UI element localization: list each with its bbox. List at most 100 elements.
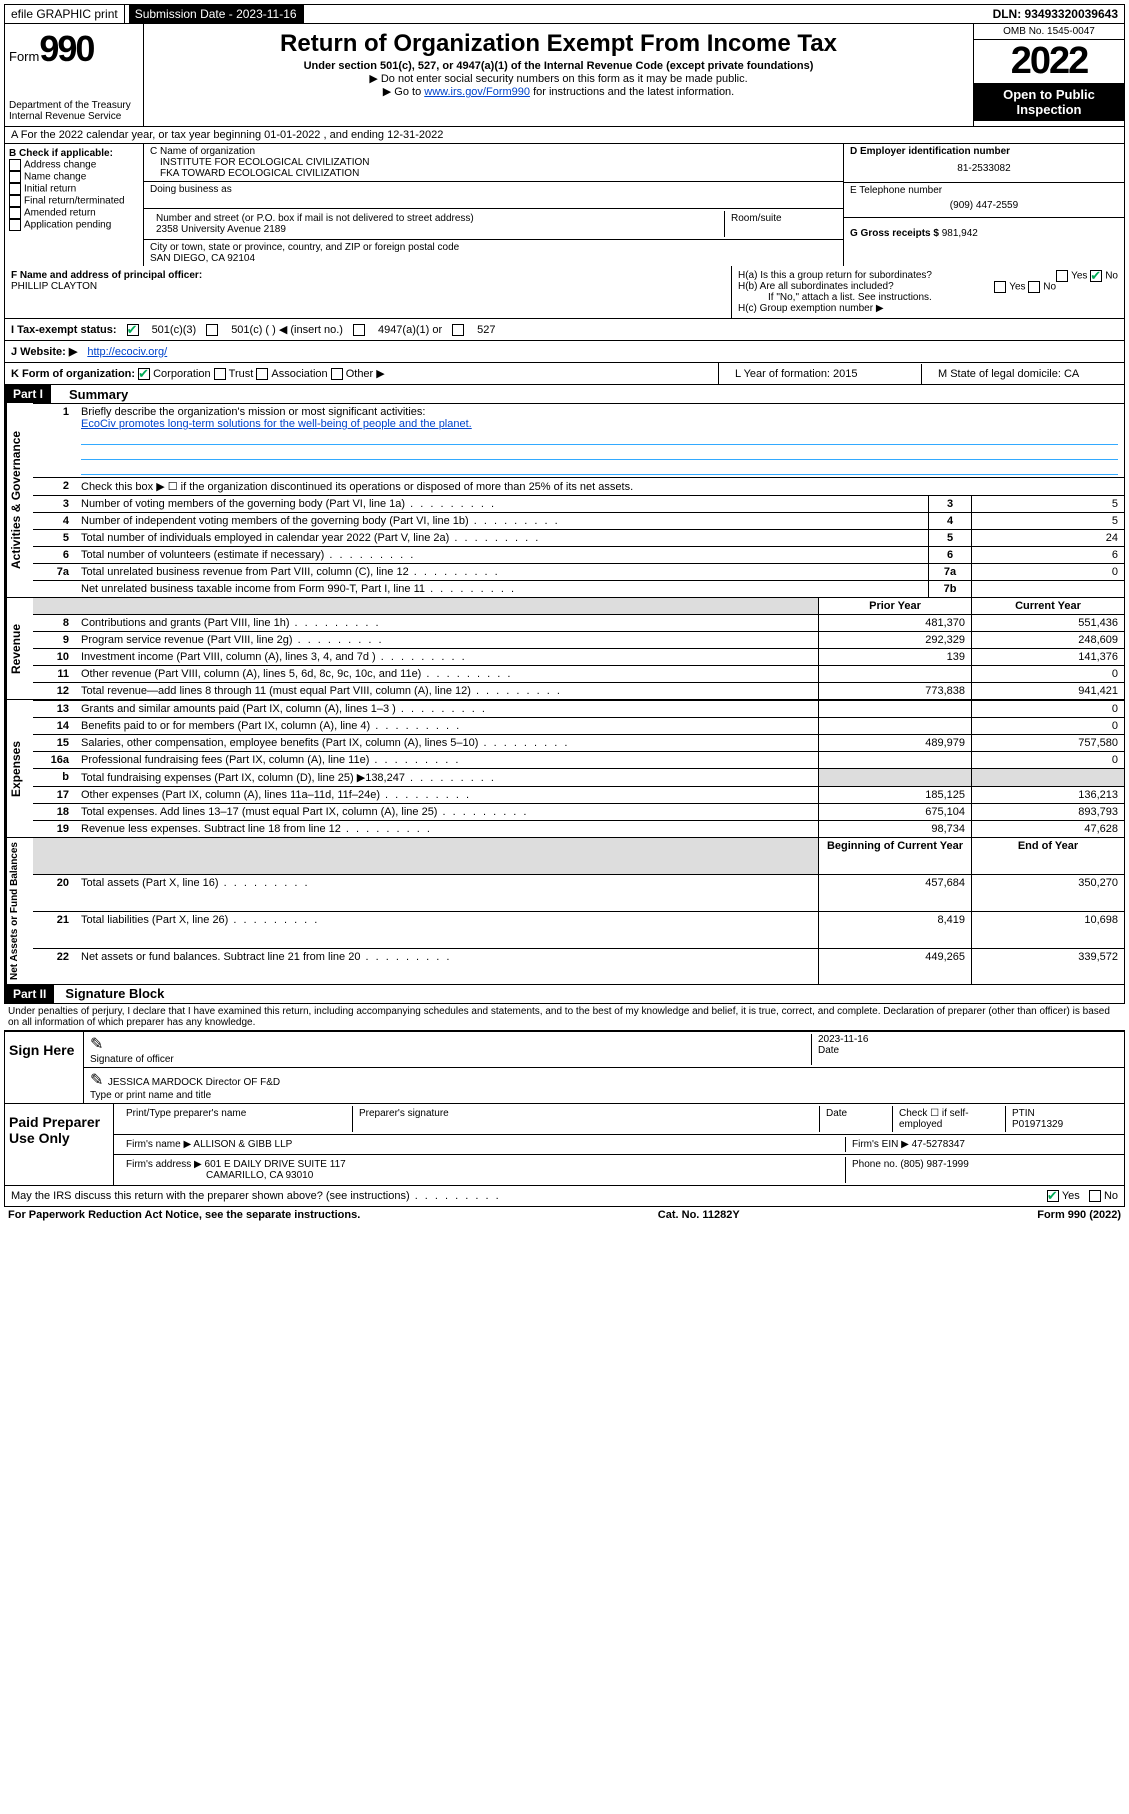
- part2-title: Signature Block: [57, 986, 164, 1001]
- vert-rev: Revenue: [5, 598, 33, 699]
- q2: Check this box ▶ ☐ if the organization d…: [75, 478, 1124, 496]
- officer-name: PHILLIP CLAYTON: [11, 281, 97, 292]
- sig-name-label: Type or print name and title: [90, 1090, 211, 1101]
- summary-row: Net unrelated business taxable income fr…: [33, 581, 1124, 598]
- top-bar: efile GRAPHIC print Submission Date - 20…: [4, 4, 1125, 24]
- sign-here-label: Sign Here: [5, 1032, 84, 1103]
- street: 2358 University Avenue 2189: [156, 224, 718, 235]
- website-link[interactable]: http://ecociv.org/: [87, 346, 167, 358]
- form-title: Return of Organization Exempt From Incom…: [154, 30, 963, 58]
- ptin-label: PTIN: [1012, 1108, 1035, 1119]
- vert-net: Net Assets or Fund Balances: [5, 838, 33, 984]
- summary-row: 13Grants and similar amounts paid (Part …: [33, 701, 1124, 718]
- summary-row: 17Other expenses (Part IX, column (A), l…: [33, 787, 1124, 804]
- mission-text: EcoCiv promotes long-term solutions for …: [81, 418, 472, 430]
- summary-row: 9Program service revenue (Part VIII, lin…: [33, 632, 1124, 649]
- efile-label: efile GRAPHIC print: [5, 5, 125, 23]
- firm-name: ALLISON & GIBB LLP: [193, 1139, 292, 1150]
- summary-row: 5Total number of individuals employed in…: [33, 530, 1124, 547]
- gross-receipts: 981,942: [942, 228, 978, 239]
- part1-title: Summary: [61, 387, 128, 402]
- summary-row: 15Salaries, other compensation, employee…: [33, 735, 1124, 752]
- year-formation: L Year of formation: 2015: [729, 364, 922, 384]
- phone: (909) 447-2559: [850, 196, 1118, 215]
- summary-row: 18Total expenses. Add lines 13–17 (must …: [33, 804, 1124, 821]
- paid-preparer-section: Paid Preparer Use Only Print/Type prepar…: [4, 1104, 1125, 1186]
- prep-sig-label: Preparer's signature: [353, 1106, 820, 1132]
- activities-governance-section: Activities & Governance 1 Briefly descri…: [4, 403, 1125, 598]
- summary-row: 7aTotal unrelated business revenue from …: [33, 564, 1124, 581]
- summary-row: 12Total revenue—add lines 8 through 11 (…: [33, 683, 1124, 700]
- footer-right: Form 990 (2022): [1037, 1209, 1121, 1221]
- hint-1: ▶ Do not enter social security numbers o…: [154, 72, 963, 85]
- summary-row: 19Revenue less expenses. Subtract line 1…: [33, 821, 1124, 838]
- city-label: City or town, state or province, country…: [150, 242, 837, 253]
- street-label: Number and street (or P.O. box if mail i…: [156, 213, 718, 224]
- summary-row: 3Number of voting members of the governi…: [33, 496, 1124, 513]
- summary-row: 11Other revenue (Part VIII, column (A), …: [33, 666, 1124, 683]
- dept-label: Department of the Treasury: [9, 100, 139, 111]
- name-label: C Name of organization: [150, 146, 837, 157]
- summary-row: 21Total liabilities (Part X, line 26)8,4…: [33, 911, 1124, 948]
- prep-phone: (805) 987-1999: [900, 1159, 968, 1170]
- footer-left: For Paperwork Reduction Act Notice, see …: [8, 1209, 360, 1221]
- vert-exp: Expenses: [5, 700, 33, 837]
- room-label: Room/suite: [725, 211, 837, 237]
- open-public: Open to Public Inspection: [974, 83, 1124, 121]
- summary-row: 14Benefits paid to or for members (Part …: [33, 718, 1124, 735]
- org-name: INSTITUTE FOR ECOLOGICAL CIVILIZATION: [150, 157, 837, 168]
- summary-row: 6Total number of volunteers (estimate if…: [33, 547, 1124, 564]
- form-header: Form990 Department of the Treasury Inter…: [4, 24, 1125, 127]
- part2-header-row: Part II Signature Block: [4, 985, 1125, 1004]
- dln: DLN: 93493320039643: [987, 5, 1124, 23]
- discuss-row: May the IRS discuss this return with the…: [4, 1186, 1125, 1207]
- part2-header: Part II: [5, 985, 54, 1003]
- prep-date-label: Date: [820, 1106, 893, 1132]
- tax-year: 2022: [974, 40, 1124, 83]
- summary-row: 22Net assets or fund balances. Subtract …: [33, 948, 1124, 984]
- row-i: I Tax-exempt status: 501(c)(3) 501(c) ( …: [4, 319, 1125, 341]
- omb-number: OMB No. 1545-0047: [974, 24, 1124, 40]
- summary-row: 8Contributions and grants (Part VIII, li…: [33, 615, 1124, 632]
- vert-ag: Activities & Governance: [5, 403, 33, 597]
- end-year-header: End of Year: [972, 838, 1125, 874]
- preparer-label: Paid Preparer Use Only: [5, 1104, 114, 1185]
- sig-date: 2023-11-16: [818, 1034, 1118, 1045]
- discuss-q: May the IRS discuss this return with the…: [11, 1190, 501, 1202]
- section-bcd: B Check if applicable: Address change Na…: [4, 144, 1125, 266]
- row-j: J Website: ▶ http://ecociv.org/: [4, 341, 1125, 363]
- begin-year-header: Beginning of Current Year: [819, 838, 972, 874]
- sig-name: JESSICA MARDOCK Director OF F&D: [108, 1077, 280, 1088]
- part1-header-row: Part I Summary: [4, 385, 1125, 403]
- officer-label: F Name and address of principal officer:: [11, 270, 202, 281]
- footer-mid: Cat. No. 11282Y: [658, 1209, 740, 1221]
- section-fgh: F Name and address of principal officer:…: [4, 266, 1125, 319]
- irs-label: Internal Revenue Service: [9, 111, 139, 122]
- firm-addr: 601 E DAILY DRIVE SUITE 117: [205, 1159, 346, 1170]
- expenses-section: Expenses 13Grants and similar amounts pa…: [4, 700, 1125, 838]
- declaration: Under penalties of perjury, I declare th…: [4, 1004, 1125, 1030]
- ptin: P01971329: [1012, 1119, 1063, 1130]
- dba-label: Doing business as: [150, 184, 837, 195]
- print-name-label: Print/Type preparer's name: [120, 1106, 353, 1132]
- summary-row: 20Total assets (Part X, line 16)457,6843…: [33, 874, 1124, 911]
- summary-row: 4Number of independent voting members of…: [33, 513, 1124, 530]
- phone-label: E Telephone number: [850, 185, 1118, 196]
- ein-label: D Employer identification number: [850, 146, 1010, 157]
- city: SAN DIEGO, CA 92104: [150, 253, 837, 264]
- col-b-label: B Check if applicable:: [9, 148, 113, 159]
- gross-label: G Gross receipts $: [850, 228, 939, 239]
- form-990-label: Form990: [9, 28, 139, 70]
- ha-label: H(a) Is this a group return for subordin…: [738, 270, 932, 281]
- footer: For Paperwork Reduction Act Notice, see …: [4, 1207, 1125, 1223]
- row-a: A For the 2022 calendar year, or tax yea…: [4, 127, 1125, 144]
- sig-date-label: Date: [818, 1045, 1118, 1056]
- revenue-section: Revenue Prior Year Current Year 8Contrib…: [4, 598, 1125, 700]
- self-emp-label: Check ☐ if self-employed: [893, 1106, 1006, 1132]
- row-k: K Form of organization: Corporation Trus…: [4, 363, 1125, 385]
- summary-row: 16aProfessional fundraising fees (Part I…: [33, 752, 1124, 769]
- irs-link[interactable]: www.irs.gov/Form990: [424, 86, 530, 98]
- hc-label: H(c) Group exemption number ▶: [738, 303, 1118, 314]
- state-domicile: M State of legal domicile: CA: [932, 364, 1124, 384]
- firm-city: CAMARILLO, CA 93010: [126, 1170, 313, 1181]
